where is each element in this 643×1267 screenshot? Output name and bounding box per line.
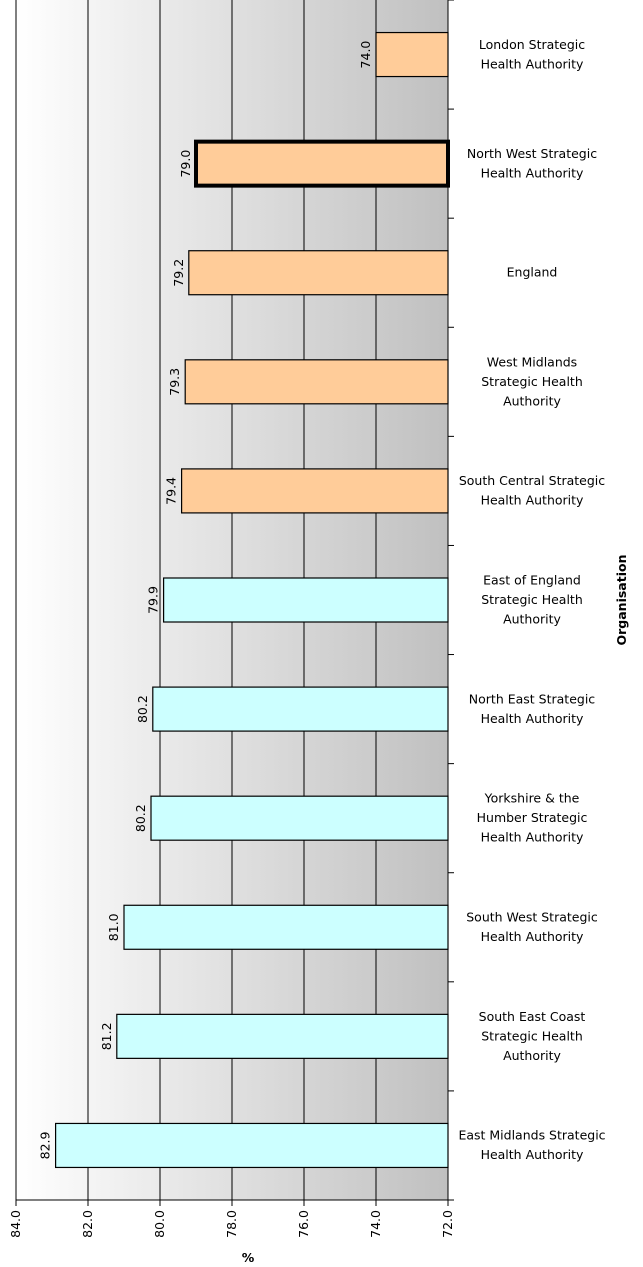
category-label: London Strategic Health Authority <box>479 37 585 72</box>
value-label: 79.0 <box>178 150 193 178</box>
value-label: 79.3 <box>167 368 182 396</box>
category-label: North West Strategic Health Authority <box>467 146 597 181</box>
value-label: 82.9 <box>38 1131 53 1159</box>
value-label: 80.2 <box>133 804 148 832</box>
category-label-line: Authority <box>503 393 561 408</box>
tick-labels: 84.0 82.0 80.0 78.0 76.0 74.0 72.0 <box>8 1210 455 1238</box>
bar <box>150 795 449 841</box>
bar <box>54 1122 449 1169</box>
category-label-line: Strategic Health <box>481 374 583 389</box>
category-label-line: North West Strategic <box>467 146 597 161</box>
x-tick-label: 72.0 <box>440 1210 455 1238</box>
bar <box>188 250 449 296</box>
category-label: Yorkshire & the Humber Strategic Health Au… <box>477 791 588 845</box>
category-label: East Midlands Strategic Health Authority <box>458 1128 605 1163</box>
category-label-line: South Central Strategic <box>459 473 605 488</box>
category-label-line: London Strategic <box>479 37 585 52</box>
category-label-line: Health Authority <box>481 1147 584 1162</box>
category-label-line: South West Strategic <box>466 910 598 925</box>
category-label-line: East of England <box>483 573 581 588</box>
category-label-line: Health Authority <box>481 929 584 944</box>
category-label-line: South East Coast <box>479 1009 586 1024</box>
bar <box>194 139 450 188</box>
bars <box>54 31 450 1169</box>
value-label: 80.2 <box>135 695 150 723</box>
value-labels: 74.0 79.0 79.2 79.3 79.4 79.9 80.2 80.2 81.0 81.2… <box>38 41 373 1160</box>
category-label-line: Yorkshire & the <box>484 791 580 806</box>
x-tick-label: 74.0 <box>368 1210 383 1238</box>
category-label: East of England Strategic Health Authority <box>481 573 583 627</box>
category-label-line: East Midlands Strategic <box>458 1128 605 1143</box>
category-label-line: Authority <box>503 1048 561 1063</box>
value-label: 79.2 <box>171 259 186 287</box>
category-label: England <box>507 265 558 280</box>
x-tick-label: 82.0 <box>80 1210 95 1238</box>
category-label-line: Health Authority <box>481 56 584 71</box>
x-tick-label: 84.0 <box>8 1210 23 1238</box>
x-tick-label: 78.0 <box>224 1210 239 1238</box>
category-label-line: Strategic Health <box>481 1028 583 1043</box>
value-label: 81.0 <box>106 913 121 941</box>
bar <box>181 468 449 514</box>
category-label-line: North East Strategic <box>469 691 596 706</box>
x-axis-title: % <box>242 1250 255 1265</box>
axes <box>15 0 454 1206</box>
x-tick-label: 76.0 <box>296 1210 311 1238</box>
bar <box>163 577 449 623</box>
category-label-line: England <box>507 265 558 280</box>
category-label: South West Strategic Health Authority <box>466 910 598 945</box>
x-tick-label: 80.0 <box>152 1210 167 1238</box>
bar <box>184 359 449 405</box>
category-label-line: Health Authority <box>481 830 584 845</box>
category-label-line: Humber Strategic <box>477 810 588 825</box>
bar <box>123 904 449 950</box>
value-label: 74.0 <box>358 41 373 69</box>
bar <box>375 31 449 78</box>
value-label: 81.2 <box>99 1022 114 1050</box>
category-label: South Central Strategic Health Authority <box>459 473 605 508</box>
category-label: West Midlands Strategic Health Authority <box>481 354 583 408</box>
category-label-line: Health Authority <box>481 165 584 180</box>
category-label-line: Strategic Health <box>481 592 583 607</box>
category-label: South East Coast Strategic Health Authorit… <box>479 1009 586 1063</box>
bar <box>116 1013 449 1059</box>
value-label: 79.4 <box>164 477 179 505</box>
category-label-line: Health Authority <box>481 493 584 508</box>
value-label: 79.9 <box>146 586 161 614</box>
category-label-line: West Midlands <box>487 354 577 369</box>
category-label-line: Authority <box>503 612 561 627</box>
y-axis-title: Organisation <box>614 555 629 646</box>
bar <box>152 686 449 732</box>
category-label: North East Strategic Health Authority <box>469 691 596 726</box>
category-label-line: Health Authority <box>481 711 584 726</box>
